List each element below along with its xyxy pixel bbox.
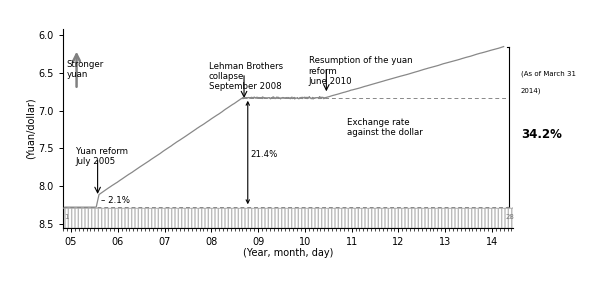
- Text: 2014): 2014): [521, 88, 541, 94]
- X-axis label: (Year, month, day): (Year, month, day): [243, 248, 333, 258]
- Text: – 2.1%: – 2.1%: [101, 197, 130, 206]
- Text: Exchange rate
against the dollar: Exchange rate against the dollar: [347, 118, 422, 137]
- Text: Resumption of the yuan
reform
June 2010: Resumption of the yuan reform June 2010: [308, 56, 412, 86]
- Text: 1: 1: [64, 214, 68, 220]
- Text: Stronger
yuan: Stronger yuan: [67, 60, 104, 79]
- Text: 21.4%: 21.4%: [251, 150, 278, 159]
- Text: 28: 28: [505, 214, 514, 220]
- Text: Lehman Brothers
collapse
September 2008: Lehman Brothers collapse September 2008: [209, 62, 283, 91]
- Text: (As of March 31: (As of March 31: [521, 70, 576, 77]
- Y-axis label: (Yuan/dollar): (Yuan/dollar): [26, 98, 35, 159]
- Text: 34.2%: 34.2%: [521, 128, 562, 142]
- Text: Yuan reform
July 2005: Yuan reform July 2005: [76, 147, 128, 166]
